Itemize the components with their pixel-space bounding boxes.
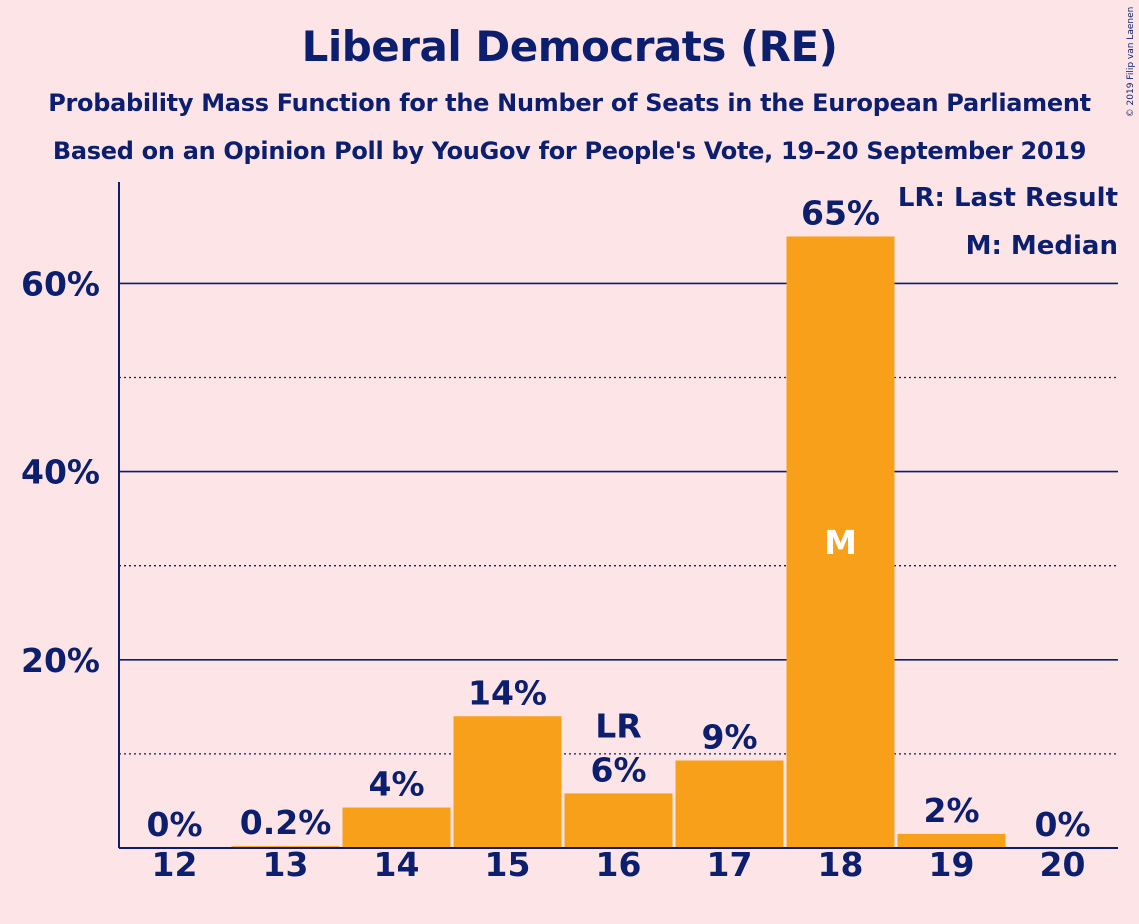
data-label-seats-17: 9% (701, 717, 757, 756)
bar-seats-17 (675, 760, 784, 848)
bar-seats-15 (453, 716, 562, 848)
chart-subtitle-line2: Based on an Opinion Poll by YouGov for P… (52, 137, 1087, 165)
bar-seats-19 (897, 833, 1006, 848)
x-tick-label: 18 (818, 845, 864, 884)
data-label-seats-16: 6% (590, 750, 646, 789)
legend-median: M: Median (965, 231, 1118, 261)
bar-seats-14 (342, 807, 451, 848)
median-marker: M (824, 523, 857, 562)
data-label-seats-18: 65% (801, 193, 880, 232)
chart-title: Liberal Democrats (RE) (301, 22, 838, 71)
data-label-seats-19: 2% (923, 791, 979, 830)
bar-seats-18 (786, 236, 895, 849)
y-tick-label: 40% (21, 453, 100, 492)
x-tick-label: 20 (1040, 845, 1086, 884)
data-label-seats-12: 0% (146, 805, 202, 844)
chart-subtitle-line1: Probability Mass Function for the Number… (48, 89, 1091, 117)
x-tick-label: 16 (596, 845, 642, 884)
last-result-marker: LR (595, 706, 641, 745)
y-tick-label: 20% (21, 641, 100, 680)
label-backdrop (780, 189, 901, 237)
data-label-seats-14: 4% (368, 765, 424, 804)
data-label-seats-13: 0.2% (240, 803, 332, 842)
data-label-seats-20: 0% (1034, 805, 1090, 844)
x-tick-label: 13 (263, 845, 309, 884)
x-tick-label: 17 (707, 845, 753, 884)
bar-seats-16 (564, 793, 673, 848)
x-tick-label: 19 (929, 845, 975, 884)
data-label-seats-15: 14% (468, 673, 547, 712)
y-tick-label: 60% (21, 264, 100, 303)
x-tick-label: 14 (374, 845, 420, 884)
x-tick-label: 12 (152, 845, 198, 884)
legend-last-result: LR: Last Result (897, 183, 1118, 213)
x-tick-label: 15 (485, 845, 531, 884)
